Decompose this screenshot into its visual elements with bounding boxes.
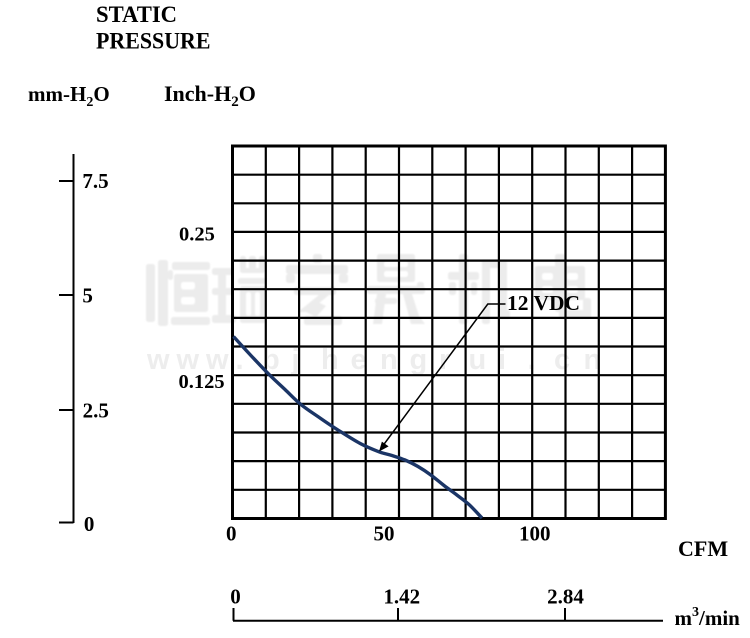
svg-text:7.5: 7.5 — [82, 169, 108, 193]
svg-text:PRESSURE: PRESSURE — [96, 29, 211, 54]
svg-text:1.42: 1.42 — [383, 585, 420, 609]
svg-text:2.5: 2.5 — [83, 398, 109, 422]
svg-text:STATIC: STATIC — [96, 2, 177, 27]
svg-text:2.84: 2.84 — [547, 585, 584, 609]
svg-text:50: 50 — [374, 522, 395, 546]
svg-text:0.125: 0.125 — [179, 371, 225, 393]
svg-text:100: 100 — [519, 522, 551, 546]
svg-text:0: 0 — [230, 585, 241, 609]
svg-text:CFM: CFM — [678, 536, 728, 561]
svg-text:Inch-H2O: Inch-H2O — [164, 81, 256, 110]
svg-text:mm-H2O: mm-H2O — [28, 82, 110, 110]
svg-text:5: 5 — [82, 283, 93, 307]
svg-text:12 VDC: 12 VDC — [507, 291, 580, 315]
svg-text:0: 0 — [226, 522, 237, 546]
svg-text:m3/min: m3/min — [675, 605, 741, 630]
svg-text:0.25: 0.25 — [179, 224, 215, 246]
svg-text:0: 0 — [84, 512, 95, 536]
